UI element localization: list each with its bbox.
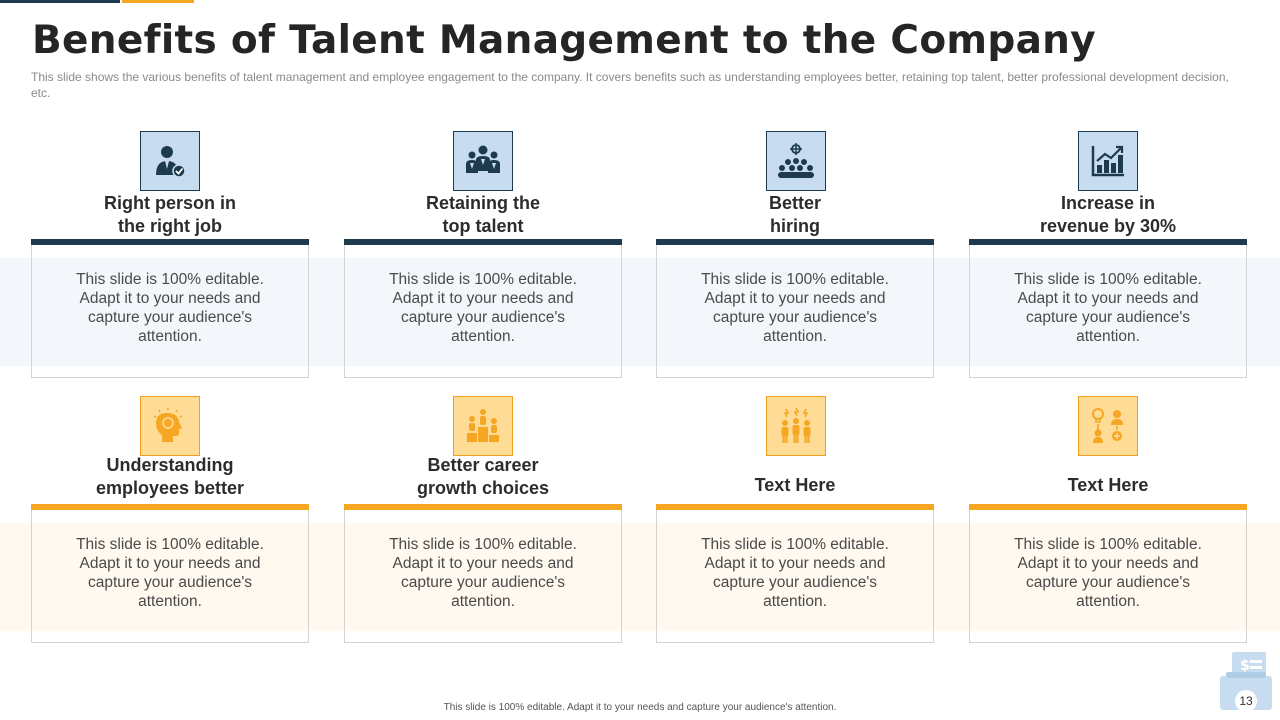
slide-subtitle: This slide shows the various benefits of… [31, 70, 1229, 100]
card-header-bar [656, 239, 934, 245]
card-title-line: the right job [118, 216, 222, 236]
card-header-bar [344, 239, 622, 245]
team-icon [453, 131, 513, 191]
card-body-text: This slide is 100% editable. Adapt it to… [344, 245, 622, 378]
card-title-line: Text Here [1067, 475, 1149, 495]
background-band-orange [0, 523, 1280, 631]
invoice-icon: $ [1218, 650, 1274, 712]
card-body-text: This slide is 100% editable. Adapt it to… [31, 245, 309, 378]
footer-note: This slide is 100% editable. Adapt it to… [443, 702, 837, 713]
card-body-text: This slide is 100% editable. Adapt it to… [656, 245, 934, 378]
card-title-line: hiring [770, 216, 820, 236]
career-path-icon [1078, 396, 1138, 456]
top-accent-line-orange [122, 0, 194, 3]
card-header-bar [31, 504, 309, 510]
background-band-blue [0, 258, 1280, 366]
card-body-text: This slide is 100% editable. Adapt it to… [969, 510, 1247, 643]
card-title-line: Right person in [104, 193, 236, 213]
benefit-card-retaining-talent: Retaining the top talent This slide is 10… [344, 130, 622, 380]
podium-icon [453, 396, 513, 456]
page-number: 13 [1235, 690, 1257, 712]
card-header-bar [969, 239, 1247, 245]
card-title-line: Retaining the [425, 193, 540, 213]
card-body-text: This slide is 100% editable. Adapt it to… [31, 510, 309, 643]
card-body-text: This slide is 100% editable. Adapt it to… [969, 245, 1247, 378]
benefit-card-better-hiring: Better hiring This slide is 100% editable… [656, 130, 934, 380]
svg-text:$: $ [1240, 658, 1250, 674]
benefit-card-understanding: Understanding employees better This slide… [31, 395, 309, 645]
card-title-line: Understanding [106, 455, 234, 475]
card-title-line: top talent [442, 216, 524, 236]
card-body-text: This slide is 100% editable. Adapt it to… [344, 510, 622, 643]
card-title-line: employees better [95, 478, 245, 498]
card-header-bar [656, 504, 934, 510]
head-idea-icon [140, 396, 200, 456]
card-header-bar [31, 239, 309, 245]
person-check-icon [140, 131, 200, 191]
card-header-bar [969, 504, 1247, 510]
card-header-bar [344, 504, 622, 510]
card-title-line: revenue by 30% [1039, 216, 1177, 236]
growth-chart-icon [1078, 131, 1138, 191]
benefit-card-career-growth: Better career growth choices This slide i… [344, 395, 622, 645]
benefit-card-text-here-2: Text Here This slide is 100% editable. A… [969, 395, 1247, 645]
target-group-icon [766, 131, 826, 191]
benefit-card-right-person: Right person in the right job This slide … [31, 130, 309, 380]
people-ideas-icon [766, 396, 826, 456]
benefit-card-text-here-1: Text Here This slide is 100% editable. A… [656, 395, 934, 645]
card-title-line: Text Here [754, 475, 836, 495]
card-title-line: growth choices [416, 478, 550, 498]
top-accent-line [0, 0, 120, 3]
card-title-line: Better [768, 193, 821, 213]
card-title-line: Increase in [1060, 193, 1156, 213]
card-title-line: Better career [427, 455, 539, 475]
card-body-text: This slide is 100% editable. Adapt it to… [656, 510, 934, 643]
benefit-card-revenue: Increase in revenue by 30% This slide is … [969, 130, 1247, 380]
slide-title: Benefits of Talent Management to the Com… [32, 18, 1096, 63]
